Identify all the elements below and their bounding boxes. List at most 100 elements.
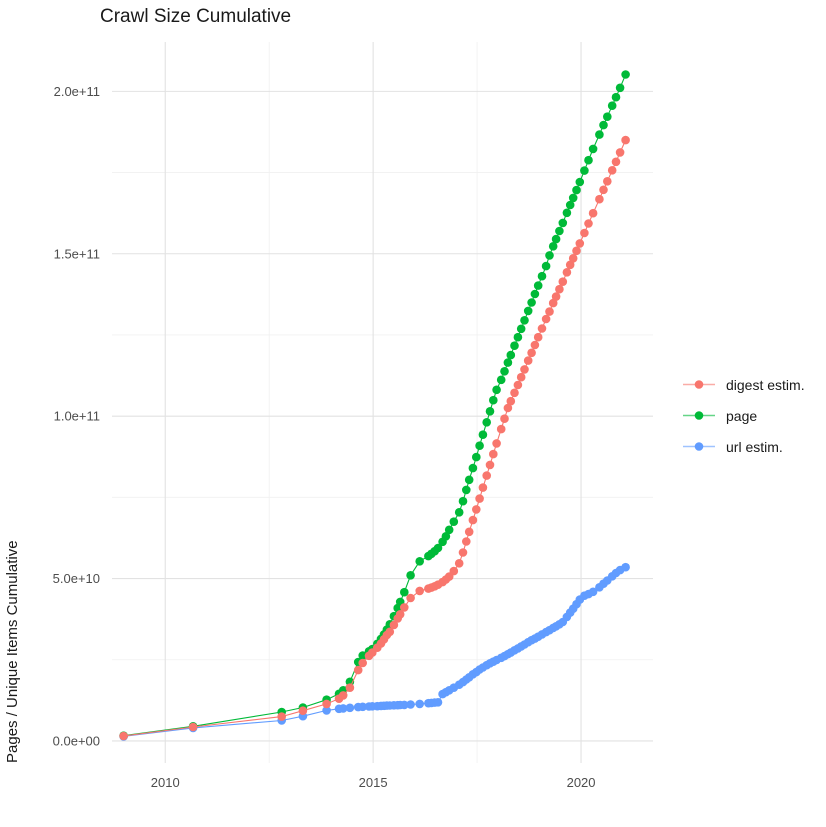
data-point <box>389 620 399 630</box>
data-point <box>415 586 425 596</box>
data-point <box>503 403 513 413</box>
data-point <box>558 277 568 287</box>
data-point <box>475 494 484 503</box>
data-point <box>568 253 578 263</box>
legend-key-digest-icon <box>683 380 715 389</box>
data-point <box>464 527 474 537</box>
data-point <box>472 505 481 514</box>
data-point <box>468 463 478 473</box>
data-point <box>584 155 593 165</box>
data-point <box>444 525 454 535</box>
series-digest-estim- <box>119 135 630 741</box>
data-point <box>562 268 572 277</box>
data-point <box>468 515 478 525</box>
data-point <box>611 157 621 167</box>
x-tick-label: 2015 <box>359 775 388 790</box>
legend-item-digest-estim: digest estim. <box>682 376 805 393</box>
data-point <box>599 185 608 195</box>
data-point <box>462 537 471 546</box>
chart-title: Crawl Size Cumulative <box>100 6 292 27</box>
data-point <box>478 483 488 492</box>
data-point <box>489 449 498 459</box>
data-point <box>516 372 526 382</box>
data-point <box>595 194 604 204</box>
data-point <box>492 385 501 395</box>
data-point <box>565 260 575 270</box>
data-point <box>621 135 630 145</box>
data-point <box>537 271 547 281</box>
data-point <box>353 665 363 675</box>
data-point <box>395 610 405 619</box>
data-point <box>510 388 519 398</box>
data-point <box>441 532 451 541</box>
legend-label-url-estim: url estim. <box>726 438 783 455</box>
axis-tick-labels: 0.0e+00 5.0e+10 1.0e+11 1.5e+11 2.0e+11 2010 2… <box>53 84 596 790</box>
data-point <box>458 496 468 506</box>
data-point <box>400 603 409 612</box>
data-point <box>580 228 589 238</box>
data-point <box>595 130 604 139</box>
data-point <box>400 587 409 597</box>
data-point <box>572 185 581 195</box>
data-point <box>433 698 443 707</box>
data-point <box>454 508 464 517</box>
data-point <box>496 424 506 434</box>
data-point <box>527 348 536 358</box>
data-point <box>322 706 331 715</box>
data-point <box>572 246 581 256</box>
grid-major <box>112 42 653 763</box>
data-point <box>545 307 554 316</box>
y-tick-label: 1.5e+11 <box>54 246 100 261</box>
data-point <box>489 395 498 405</box>
y-tick-label: 2.0e+11 <box>54 84 100 99</box>
data-point <box>415 557 425 566</box>
data-point <box>506 396 516 406</box>
data-point <box>551 234 561 244</box>
data-point <box>527 298 536 307</box>
data-point <box>588 587 598 597</box>
series-url-estim- <box>119 562 630 741</box>
data-point <box>607 101 617 110</box>
data-point <box>611 92 621 102</box>
data-point <box>530 289 540 299</box>
data-point <box>338 691 348 700</box>
data-point <box>588 144 598 154</box>
x-tick-label: 2020 <box>567 775 596 790</box>
data-point <box>545 251 554 260</box>
data-point <box>520 316 529 325</box>
data-point <box>533 332 543 342</box>
data-point <box>530 340 540 350</box>
data-point <box>482 471 492 480</box>
legend-item-url-estim: url estim. <box>682 438 805 455</box>
data-point <box>520 365 529 374</box>
data-point <box>433 543 443 553</box>
data-point <box>562 208 572 218</box>
data-point <box>558 218 568 228</box>
data-point <box>345 703 355 713</box>
data-point <box>415 699 425 709</box>
data-point <box>510 341 519 351</box>
y-tick-label: 1.0e+11 <box>54 409 100 424</box>
data-point <box>599 120 608 130</box>
data-point <box>400 700 409 710</box>
legend: digest estim. page url estim. <box>682 376 805 455</box>
data-point <box>345 683 355 692</box>
data-point <box>500 414 509 424</box>
data-point <box>449 566 459 576</box>
data-point <box>607 166 617 175</box>
data-point <box>406 593 415 603</box>
data-point <box>621 70 630 79</box>
data-point <box>541 314 551 324</box>
data-point <box>406 571 415 580</box>
data-point <box>458 548 468 557</box>
data-point <box>513 380 523 390</box>
data-point <box>548 298 558 308</box>
data-point <box>485 407 495 416</box>
data-point <box>533 281 543 290</box>
data-point <box>358 658 368 668</box>
data-point <box>503 358 513 367</box>
data-point <box>615 148 625 157</box>
data-point <box>541 261 551 271</box>
data-point <box>513 332 523 342</box>
